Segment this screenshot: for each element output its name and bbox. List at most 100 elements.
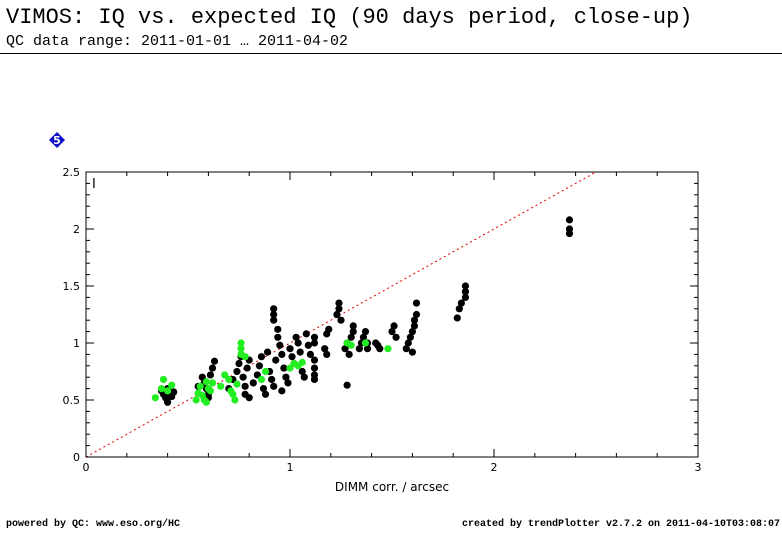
data-point-green <box>164 387 172 395</box>
data-point-black <box>210 357 219 365</box>
data-point-black <box>325 325 333 333</box>
data-point-black <box>263 348 272 356</box>
data-point-black <box>412 310 421 319</box>
data-point-black <box>298 367 306 376</box>
data-point-black <box>349 322 357 330</box>
data-point-black <box>243 364 251 372</box>
x-tick-label: 3 <box>695 461 702 474</box>
data-point-black <box>355 345 363 353</box>
data-point-green <box>202 378 210 386</box>
data-points <box>151 216 574 406</box>
data-point-black <box>349 328 357 336</box>
data-point-black <box>410 316 419 324</box>
data-point-green <box>217 382 225 390</box>
data-point-black <box>292 333 300 341</box>
data-point-black <box>304 341 312 349</box>
data-point-green <box>361 339 370 347</box>
data-point-black <box>412 299 421 307</box>
data-point-black <box>257 353 266 361</box>
axis-ticks: 0 1 2 3 0 0.5 1 1.5 2 2.5 <box>63 166 702 474</box>
data-point-green <box>231 396 239 404</box>
data-point-black <box>302 330 310 338</box>
data-point-black <box>282 373 290 381</box>
created-by-text: created by trendPlotter v2.7.2 on 2011-0… <box>461 519 780 530</box>
data-point-black <box>208 364 217 372</box>
data-point-black <box>286 345 294 353</box>
diamond-badge-label: 5 <box>53 134 61 147</box>
data-point-green <box>233 380 241 388</box>
data-point-black <box>276 341 284 349</box>
data-point-black <box>296 348 304 356</box>
data-point-green <box>257 375 266 384</box>
data-point-black <box>268 375 276 384</box>
data-point-black <box>453 314 461 322</box>
data-point-black <box>270 305 278 313</box>
data-point-black <box>306 350 314 358</box>
data-point-black <box>410 322 419 330</box>
data-point-green <box>237 339 245 347</box>
data-point-black <box>249 379 257 387</box>
data-point-black <box>363 345 372 353</box>
data-point-black <box>261 390 270 398</box>
data-point-black <box>310 375 319 384</box>
data-point-green <box>151 394 159 402</box>
data-point-black <box>300 373 308 381</box>
x-tick-label: 2 <box>491 461 498 474</box>
data-point-green <box>202 398 210 406</box>
data-point-black <box>335 305 343 313</box>
data-point-black <box>404 339 412 347</box>
panel-label: I <box>92 177 96 192</box>
data-point-black <box>376 345 384 353</box>
x-tick-label: 0 <box>83 461 90 474</box>
data-point-green <box>229 390 237 398</box>
data-point-green <box>192 396 200 404</box>
header-divider <box>0 53 782 54</box>
data-point-black <box>347 333 355 341</box>
data-point-black <box>390 322 398 330</box>
data-point-black <box>323 350 331 358</box>
data-point-green <box>196 382 204 390</box>
data-point-black <box>272 356 280 364</box>
data-point-black <box>565 229 574 238</box>
x-axis-label: DIMM corr. / arcsec <box>335 480 449 494</box>
data-point-green <box>261 367 270 376</box>
data-point-black <box>455 305 463 313</box>
data-point-green <box>384 345 392 353</box>
data-point-black <box>310 364 319 372</box>
data-point-green <box>157 385 166 393</box>
data-point-black <box>280 364 288 372</box>
data-point-black <box>310 356 319 364</box>
data-point-green <box>208 379 217 387</box>
data-range-subtitle: QC data range: 2011-01-01 … 2011-04-02 <box>6 33 349 50</box>
data-point-black <box>270 316 278 324</box>
page-title: VIMOS: IQ vs. expected IQ (90 days perio… <box>6 5 693 30</box>
data-point-black <box>565 216 574 224</box>
data-point-black <box>457 299 465 307</box>
data-point-black <box>361 328 370 336</box>
data-point-green <box>298 358 306 366</box>
y-tick-label: 2 <box>73 223 80 236</box>
data-point-black <box>408 328 416 336</box>
data-point-black <box>461 293 470 301</box>
data-point-green <box>168 381 176 389</box>
plot-frame <box>85 171 699 458</box>
data-point-black <box>461 282 470 290</box>
data-point-black <box>274 333 282 341</box>
data-point-black <box>259 385 268 393</box>
data-point-black <box>245 394 253 402</box>
data-point-black <box>206 371 215 379</box>
x-tick-label: 1 <box>287 461 294 474</box>
reference-line <box>85 171 597 458</box>
data-point-black <box>235 359 243 368</box>
data-point-black <box>406 333 414 341</box>
data-point-black <box>278 387 286 395</box>
data-point-black <box>359 333 368 341</box>
data-point-black <box>278 350 286 358</box>
y-tick-label: 0 <box>73 451 80 464</box>
data-point-green <box>347 341 355 349</box>
data-point-black <box>345 350 353 358</box>
data-point-black <box>233 367 241 376</box>
data-point-black <box>310 333 319 341</box>
data-point-black <box>388 328 396 336</box>
